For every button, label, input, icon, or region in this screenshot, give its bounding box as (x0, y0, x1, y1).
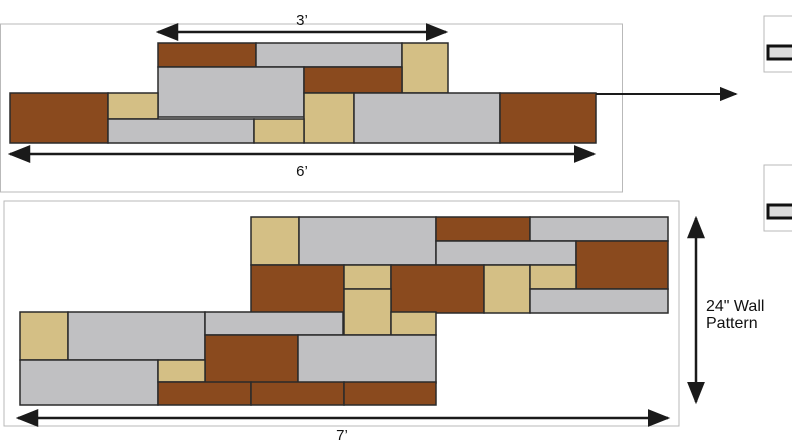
brown-stone (157, 381, 252, 406)
brown-stone (575, 240, 669, 290)
brown-stone (499, 92, 597, 144)
tan-stone (303, 92, 355, 144)
wall-height-label-line2: Pattern (706, 315, 758, 332)
tan-stone (483, 264, 531, 314)
tan-stone (343, 264, 392, 290)
brown-stone (303, 66, 403, 94)
bottom-pattern-stones (19, 216, 669, 406)
gray-stone (297, 334, 437, 384)
wall-height-label-line1: 24" Wall (706, 298, 764, 315)
tan-stone (157, 359, 206, 383)
gray-stone (67, 311, 206, 361)
top-pattern-stones (9, 42, 597, 144)
tan-stone (19, 311, 69, 361)
tan-stone (107, 92, 159, 120)
brown-stone (343, 381, 437, 406)
brown-stone (250, 381, 345, 406)
brown-stone (204, 334, 299, 384)
tan-stone (529, 264, 577, 290)
tan-stone (250, 216, 300, 266)
gray-stone (353, 92, 501, 144)
gray-stone (529, 216, 669, 242)
brown-stone (390, 264, 485, 314)
bottom-width-label: 7’ (336, 427, 348, 443)
brown-stone (157, 42, 257, 68)
gray-stone (157, 66, 305, 118)
gray-stone (255, 42, 403, 68)
tan-stone (401, 42, 449, 94)
gray-stone (435, 240, 577, 266)
tan-stone (390, 311, 437, 336)
brown-stone (9, 92, 109, 144)
tan-stone (253, 118, 305, 144)
tan-stone (343, 288, 392, 336)
top-total-width-label: 6’ (296, 163, 308, 180)
gray-stone (107, 118, 255, 144)
brown-stone (435, 216, 531, 242)
brown-stone (250, 264, 345, 314)
stone-tile-icon (763, 164, 792, 232)
gray-stone (529, 288, 669, 314)
gray-stone (19, 359, 159, 406)
gray-stone (204, 311, 344, 336)
gray-stone (298, 216, 437, 266)
stone-tile-icon (763, 15, 792, 73)
top-width-label: 3’ (296, 12, 308, 29)
